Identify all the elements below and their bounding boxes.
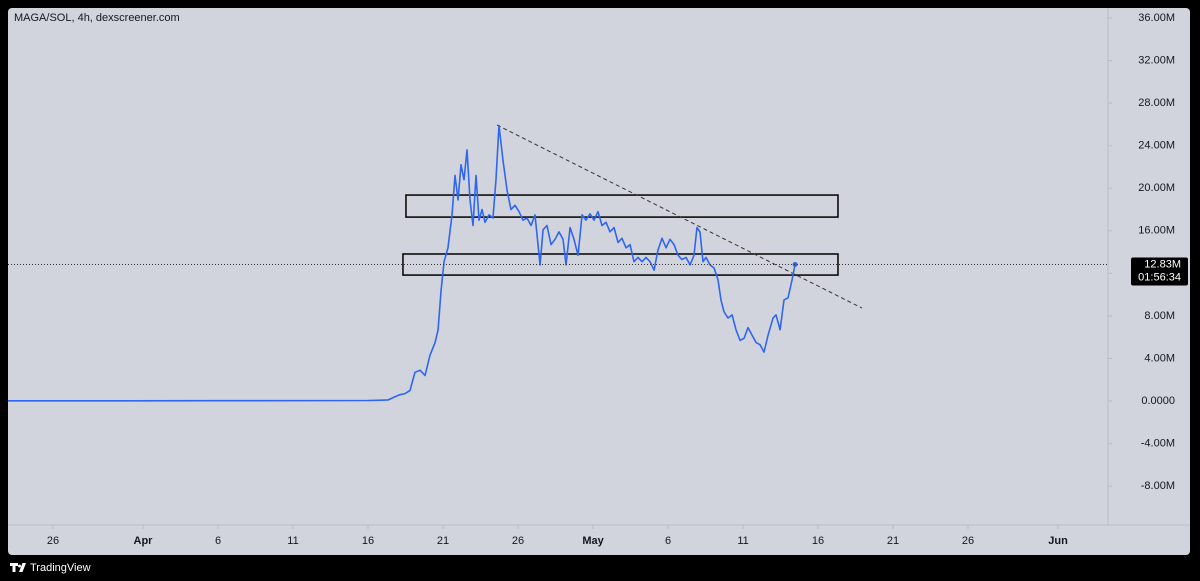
last-point xyxy=(792,262,798,268)
x-tick-label: Jun xyxy=(1048,535,1068,547)
y-tick-label: -4.00M xyxy=(1141,438,1175,450)
x-tick-label: 16 xyxy=(812,535,824,547)
y-tick-label: -8.00M xyxy=(1141,480,1175,492)
price-tag-label: 12.83M xyxy=(1144,258,1181,270)
plot-area xyxy=(7,124,863,402)
y-tick-label: 32.00M xyxy=(1138,54,1175,66)
x-tick-label: 21 xyxy=(887,535,899,547)
y-tick-label: 24.00M xyxy=(1138,140,1175,152)
y-tick-label: 36.00M xyxy=(1138,12,1175,24)
y-tick-label: 8.00M xyxy=(1144,310,1175,322)
trendline xyxy=(496,124,863,309)
footer-brand: TradingView xyxy=(30,562,91,574)
x-tick-label: 11 xyxy=(287,535,298,547)
countdown-label: 01:56:34 xyxy=(1138,271,1181,283)
x-tick-label: Apr xyxy=(134,535,154,547)
zone xyxy=(405,194,839,218)
x-tick-label: 26 xyxy=(962,535,974,547)
footer-logo xyxy=(10,563,26,572)
zone xyxy=(402,253,839,276)
x-tick-label: 26 xyxy=(47,535,59,547)
x-tick-label: 26 xyxy=(512,535,524,547)
chart-background xyxy=(8,8,1190,555)
x-tick-label: 11 xyxy=(737,535,748,547)
y-tick-label: 0.0000 xyxy=(1141,395,1175,407)
chart-title: MAGA/SOL, 4h, dexscreener.com xyxy=(14,12,180,24)
x-tick-label: 6 xyxy=(215,535,221,547)
y-tick-label: 20.00M xyxy=(1138,182,1175,194)
price-tag xyxy=(1131,257,1188,286)
x-tick-label: 16 xyxy=(362,535,374,547)
y-tick-label: 28.00M xyxy=(1138,97,1175,109)
y-tick-label: 4.00M xyxy=(1144,352,1175,364)
y-tick-label: 16.00M xyxy=(1138,225,1175,237)
x-tick-label: May xyxy=(582,535,604,547)
x-tick-label: 6 xyxy=(665,535,671,547)
x-tick-label: 21 xyxy=(437,535,449,547)
price-line xyxy=(7,124,796,402)
